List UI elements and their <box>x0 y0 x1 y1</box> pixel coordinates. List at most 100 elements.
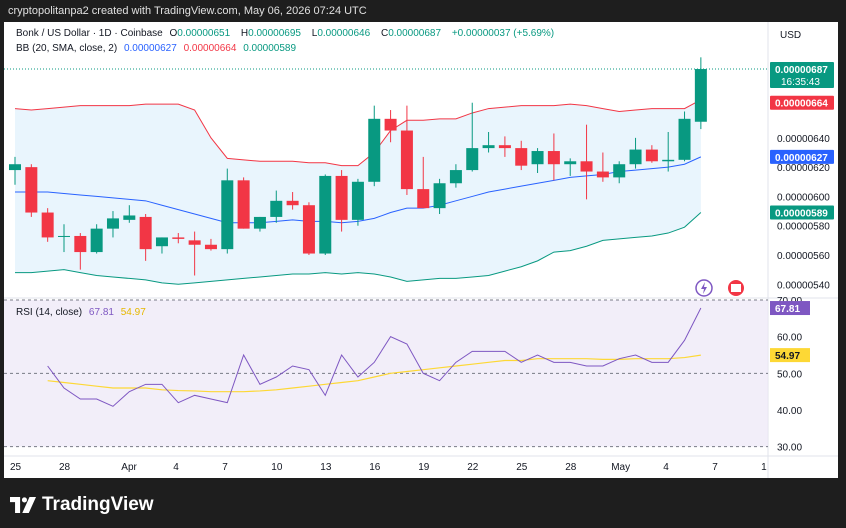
candle[interactable] <box>25 164 38 217</box>
candle-body <box>694 69 707 122</box>
high-value: 0.00000695 <box>248 28 301 39</box>
candle[interactable] <box>449 164 462 188</box>
candle[interactable] <box>302 202 315 255</box>
chart-area[interactable]: 0.00000540 0.00000560 0.00000580 0.00000600… <box>4 22 838 478</box>
candle[interactable] <box>613 161 626 184</box>
candle[interactable] <box>9 156 21 185</box>
candle-body <box>433 183 446 209</box>
open-value: 0.00000651 <box>177 28 231 39</box>
price-tick-label: 0.00000580 <box>777 222 830 233</box>
candle[interactable] <box>204 238 217 251</box>
candle-body <box>106 218 119 229</box>
candle[interactable] <box>41 208 54 242</box>
close-value: 0.00000687 <box>388 28 442 39</box>
candle[interactable] <box>433 178 446 214</box>
time-tick-label: Apr <box>121 462 137 473</box>
bb-upper-line <box>14 99 702 167</box>
symbol-legend: Bonk / US Dollar · 1D · Coinbase O0.0000… <box>16 28 555 39</box>
candle-body <box>580 161 593 172</box>
candle[interactable] <box>498 136 511 157</box>
candle[interactable] <box>74 233 87 270</box>
candle[interactable] <box>188 231 201 276</box>
candle[interactable] <box>270 190 283 223</box>
bb-basis-tag: 0.00000627 <box>775 153 828 164</box>
candle[interactable] <box>531 148 544 173</box>
bb-label[interactable]: BB (20, SMA, close, 2) <box>16 43 118 54</box>
candle[interactable] <box>221 168 234 254</box>
candle-body <box>253 216 266 229</box>
calendar-icon-glyph <box>731 284 741 292</box>
candle[interactable] <box>417 156 430 209</box>
candle-body <box>41 212 54 238</box>
candle[interactable] <box>580 124 593 200</box>
candle[interactable] <box>400 105 413 195</box>
candle[interactable] <box>106 211 119 238</box>
candle[interactable] <box>678 111 691 162</box>
candle-body <box>466 148 479 171</box>
time-tick-label: 13 <box>320 462 332 473</box>
candle-body <box>286 200 299 206</box>
candle[interactable] <box>482 132 495 153</box>
low-value: 0.00000646 <box>317 28 371 39</box>
candle[interactable] <box>237 177 250 229</box>
candle-body <box>400 130 413 190</box>
candle[interactable] <box>319 174 332 255</box>
symbol-name[interactable]: Bonk / US Dollar · 1D · Coinbase <box>16 28 163 39</box>
candle-body <box>678 118 691 160</box>
candle[interactable] <box>547 133 560 181</box>
tradingview-logo[interactable]: TradingView <box>10 494 154 516</box>
candle[interactable] <box>351 178 364 226</box>
chart-canvas[interactable]: 0.00000540 0.00000560 0.00000580 0.00000600… <box>4 22 838 478</box>
price-tick-label: 0.00000600 <box>777 192 830 203</box>
candle[interactable] <box>139 214 152 261</box>
candle-body <box>319 175 332 254</box>
candle-body <box>351 181 364 220</box>
bb-legend: BB (20, SMA, close, 2) 0.00000627 0.0000… <box>16 43 300 54</box>
rsi-value: 67.81 <box>88 307 114 318</box>
price-tick-label: 0.00000540 <box>777 280 830 291</box>
bb-basis-tag-bg <box>770 149 834 164</box>
candle[interactable] <box>466 102 479 172</box>
candle-body <box>613 164 626 178</box>
candle[interactable] <box>368 105 381 187</box>
last-price-tag-countdown: 16:35:43 <box>781 77 820 88</box>
time-tick-label: 25 <box>10 462 22 473</box>
candle[interactable] <box>629 137 642 169</box>
rsi-tick-label: 30.00 <box>777 443 802 454</box>
bb-upper-value: 0.00000664 <box>183 43 237 54</box>
candle[interactable] <box>596 152 609 182</box>
candle[interactable] <box>694 57 707 130</box>
candle-body <box>547 151 560 165</box>
time-tick-label: 4 <box>663 462 669 473</box>
rsi-tick-label: 60.00 <box>777 333 802 344</box>
candle[interactable] <box>645 145 658 163</box>
time-tick-label: 7 <box>712 462 718 473</box>
candle[interactable] <box>515 140 528 171</box>
rsi-tick-label: 40.00 <box>777 406 802 417</box>
candle[interactable] <box>384 110 397 143</box>
candle[interactable] <box>57 224 70 253</box>
header-attribution: cryptopolitanpa2 created with TradingVie… <box>8 5 367 17</box>
candle[interactable] <box>90 224 103 254</box>
candle[interactable] <box>286 192 299 210</box>
rsi-ma-value: 54.97 <box>120 307 146 318</box>
candle[interactable] <box>662 132 675 172</box>
candle[interactable] <box>253 216 266 232</box>
footer-brand: TradingView <box>42 494 154 515</box>
candle-body <box>515 148 528 166</box>
time-tick-label: May <box>611 462 630 473</box>
candle-body <box>270 200 283 217</box>
candle-body <box>188 240 201 245</box>
candle[interactable] <box>564 158 577 176</box>
candle[interactable] <box>335 170 348 232</box>
price-tick-label: 0.00000560 <box>777 251 830 262</box>
time-tick-label: 22 <box>467 462 479 473</box>
bb-lower-value: 0.00000589 <box>243 43 297 54</box>
time-tick-label: 10 <box>271 462 283 473</box>
candle[interactable] <box>123 205 136 223</box>
rsi-label[interactable]: RSI (14, close) <box>16 307 83 318</box>
candle[interactable] <box>155 237 168 254</box>
candle-body <box>368 118 381 182</box>
candle[interactable] <box>172 233 185 244</box>
